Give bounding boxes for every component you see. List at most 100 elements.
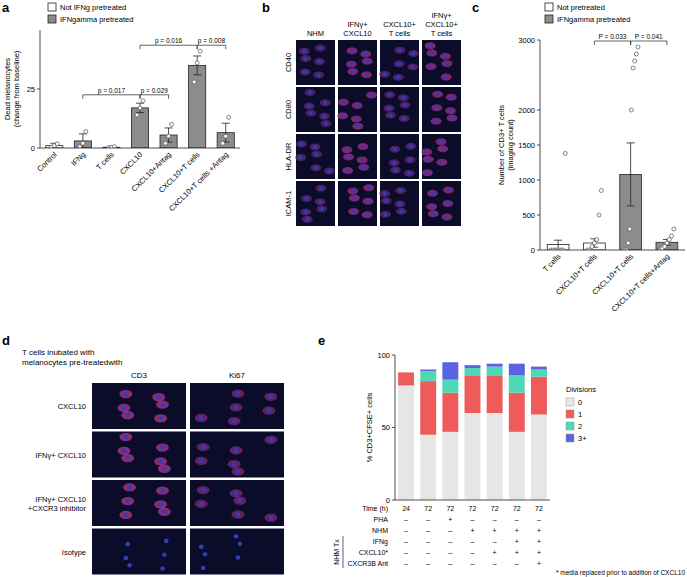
- table-cell: –: [404, 516, 408, 523]
- micrograph-background: [92, 529, 186, 575]
- y-tick: [37, 89, 40, 90]
- nucleus: [299, 155, 303, 159]
- stain: [442, 60, 453, 67]
- column-label: CXCL10: [343, 29, 371, 38]
- bar-segment: [509, 393, 525, 432]
- stain: [296, 140, 307, 147]
- table-cell: –: [493, 538, 497, 545]
- column-label: IFNγ+: [347, 20, 368, 29]
- bar-segment: [420, 371, 436, 381]
- stain: [398, 94, 409, 101]
- micrograph-background: [380, 134, 419, 179]
- nucleus: [394, 168, 398, 172]
- data-point: [135, 113, 139, 117]
- micrograph-background: [296, 87, 335, 132]
- nucleus: [435, 106, 439, 110]
- nucleus: [124, 513, 129, 518]
- micrograph: [190, 529, 284, 575]
- significance-bracket: [83, 95, 140, 99]
- nucleus: [328, 169, 332, 173]
- stain: [156, 400, 169, 408]
- nucleus: [162, 466, 167, 471]
- stain: [347, 68, 358, 75]
- stain: [152, 393, 165, 401]
- nucleus: [162, 509, 167, 514]
- table-cell: –: [471, 560, 475, 567]
- nucleus: [304, 57, 308, 61]
- stain: [428, 210, 439, 217]
- column-label: T cells: [389, 29, 411, 38]
- significance-bracket: [140, 95, 169, 99]
- micrograph: [295, 134, 335, 179]
- stain: [320, 99, 331, 106]
- nucleus: [125, 456, 130, 461]
- stain: [233, 497, 246, 505]
- stain: [195, 414, 208, 422]
- stain: [363, 184, 374, 191]
- significance-bracket: [197, 45, 226, 49]
- nucleus: [162, 552, 167, 557]
- y-axis-label: (change from baseline): [12, 50, 21, 127]
- stain: [389, 159, 400, 166]
- stain: [446, 94, 457, 101]
- stain: [195, 500, 208, 508]
- nucleus: [446, 202, 450, 206]
- nucleus: [445, 61, 449, 65]
- stain: [197, 443, 210, 451]
- data-point: [164, 141, 168, 145]
- stain: [119, 433, 132, 441]
- data-point: [634, 52, 638, 56]
- nucleus: [352, 210, 356, 214]
- nucleus: [122, 406, 127, 411]
- stain: [337, 112, 348, 119]
- nucleus: [236, 555, 241, 560]
- micrograph: [190, 432, 284, 478]
- nucleus: [125, 499, 130, 504]
- stain: [195, 457, 208, 465]
- stain: [360, 50, 371, 57]
- p-value: p = 0.008: [198, 37, 226, 45]
- table-cell: –: [426, 516, 430, 523]
- nucleus: [199, 416, 204, 421]
- table-cell: +: [537, 560, 541, 567]
- nucleus: [317, 60, 321, 64]
- nucleus: [158, 416, 163, 421]
- legend-label: 1: [578, 410, 582, 419]
- group-label: NHM Tx: [333, 539, 340, 565]
- data-point: [81, 141, 85, 145]
- stain: [158, 465, 171, 473]
- column-label: CXCL10+: [425, 20, 458, 29]
- stain: [396, 208, 407, 215]
- stain: [118, 447, 131, 455]
- table-cell: –: [426, 527, 430, 534]
- nucleus: [313, 145, 317, 149]
- y-tick: [537, 110, 540, 111]
- y-tick-label: 1500: [518, 141, 535, 150]
- error-line: [630, 143, 631, 206]
- stain: [264, 393, 277, 401]
- y-tick: [392, 355, 395, 356]
- micrograph-background: [92, 432, 186, 478]
- data-point: [631, 66, 635, 70]
- table-cell: –: [537, 516, 541, 523]
- bar-segment: [487, 413, 503, 500]
- bar: [131, 108, 148, 148]
- nucleus: [430, 205, 434, 209]
- stain: [156, 443, 169, 451]
- stain: [230, 403, 243, 411]
- stain: [154, 457, 167, 465]
- nucleus: [365, 73, 369, 77]
- bar-segment: [465, 368, 481, 375]
- nucleus: [409, 144, 413, 148]
- y-tick-label: 0: [531, 246, 535, 255]
- error-bar: [136, 103, 144, 112]
- nucleus: [314, 166, 318, 170]
- legend-swatch: [566, 422, 574, 430]
- nucleus: [430, 51, 434, 55]
- stain: [436, 138, 447, 145]
- nucleus: [127, 563, 132, 568]
- nucleus: [305, 197, 309, 201]
- column-label: Ki67: [229, 371, 246, 380]
- error-cap: [193, 55, 201, 56]
- stain: [300, 209, 311, 216]
